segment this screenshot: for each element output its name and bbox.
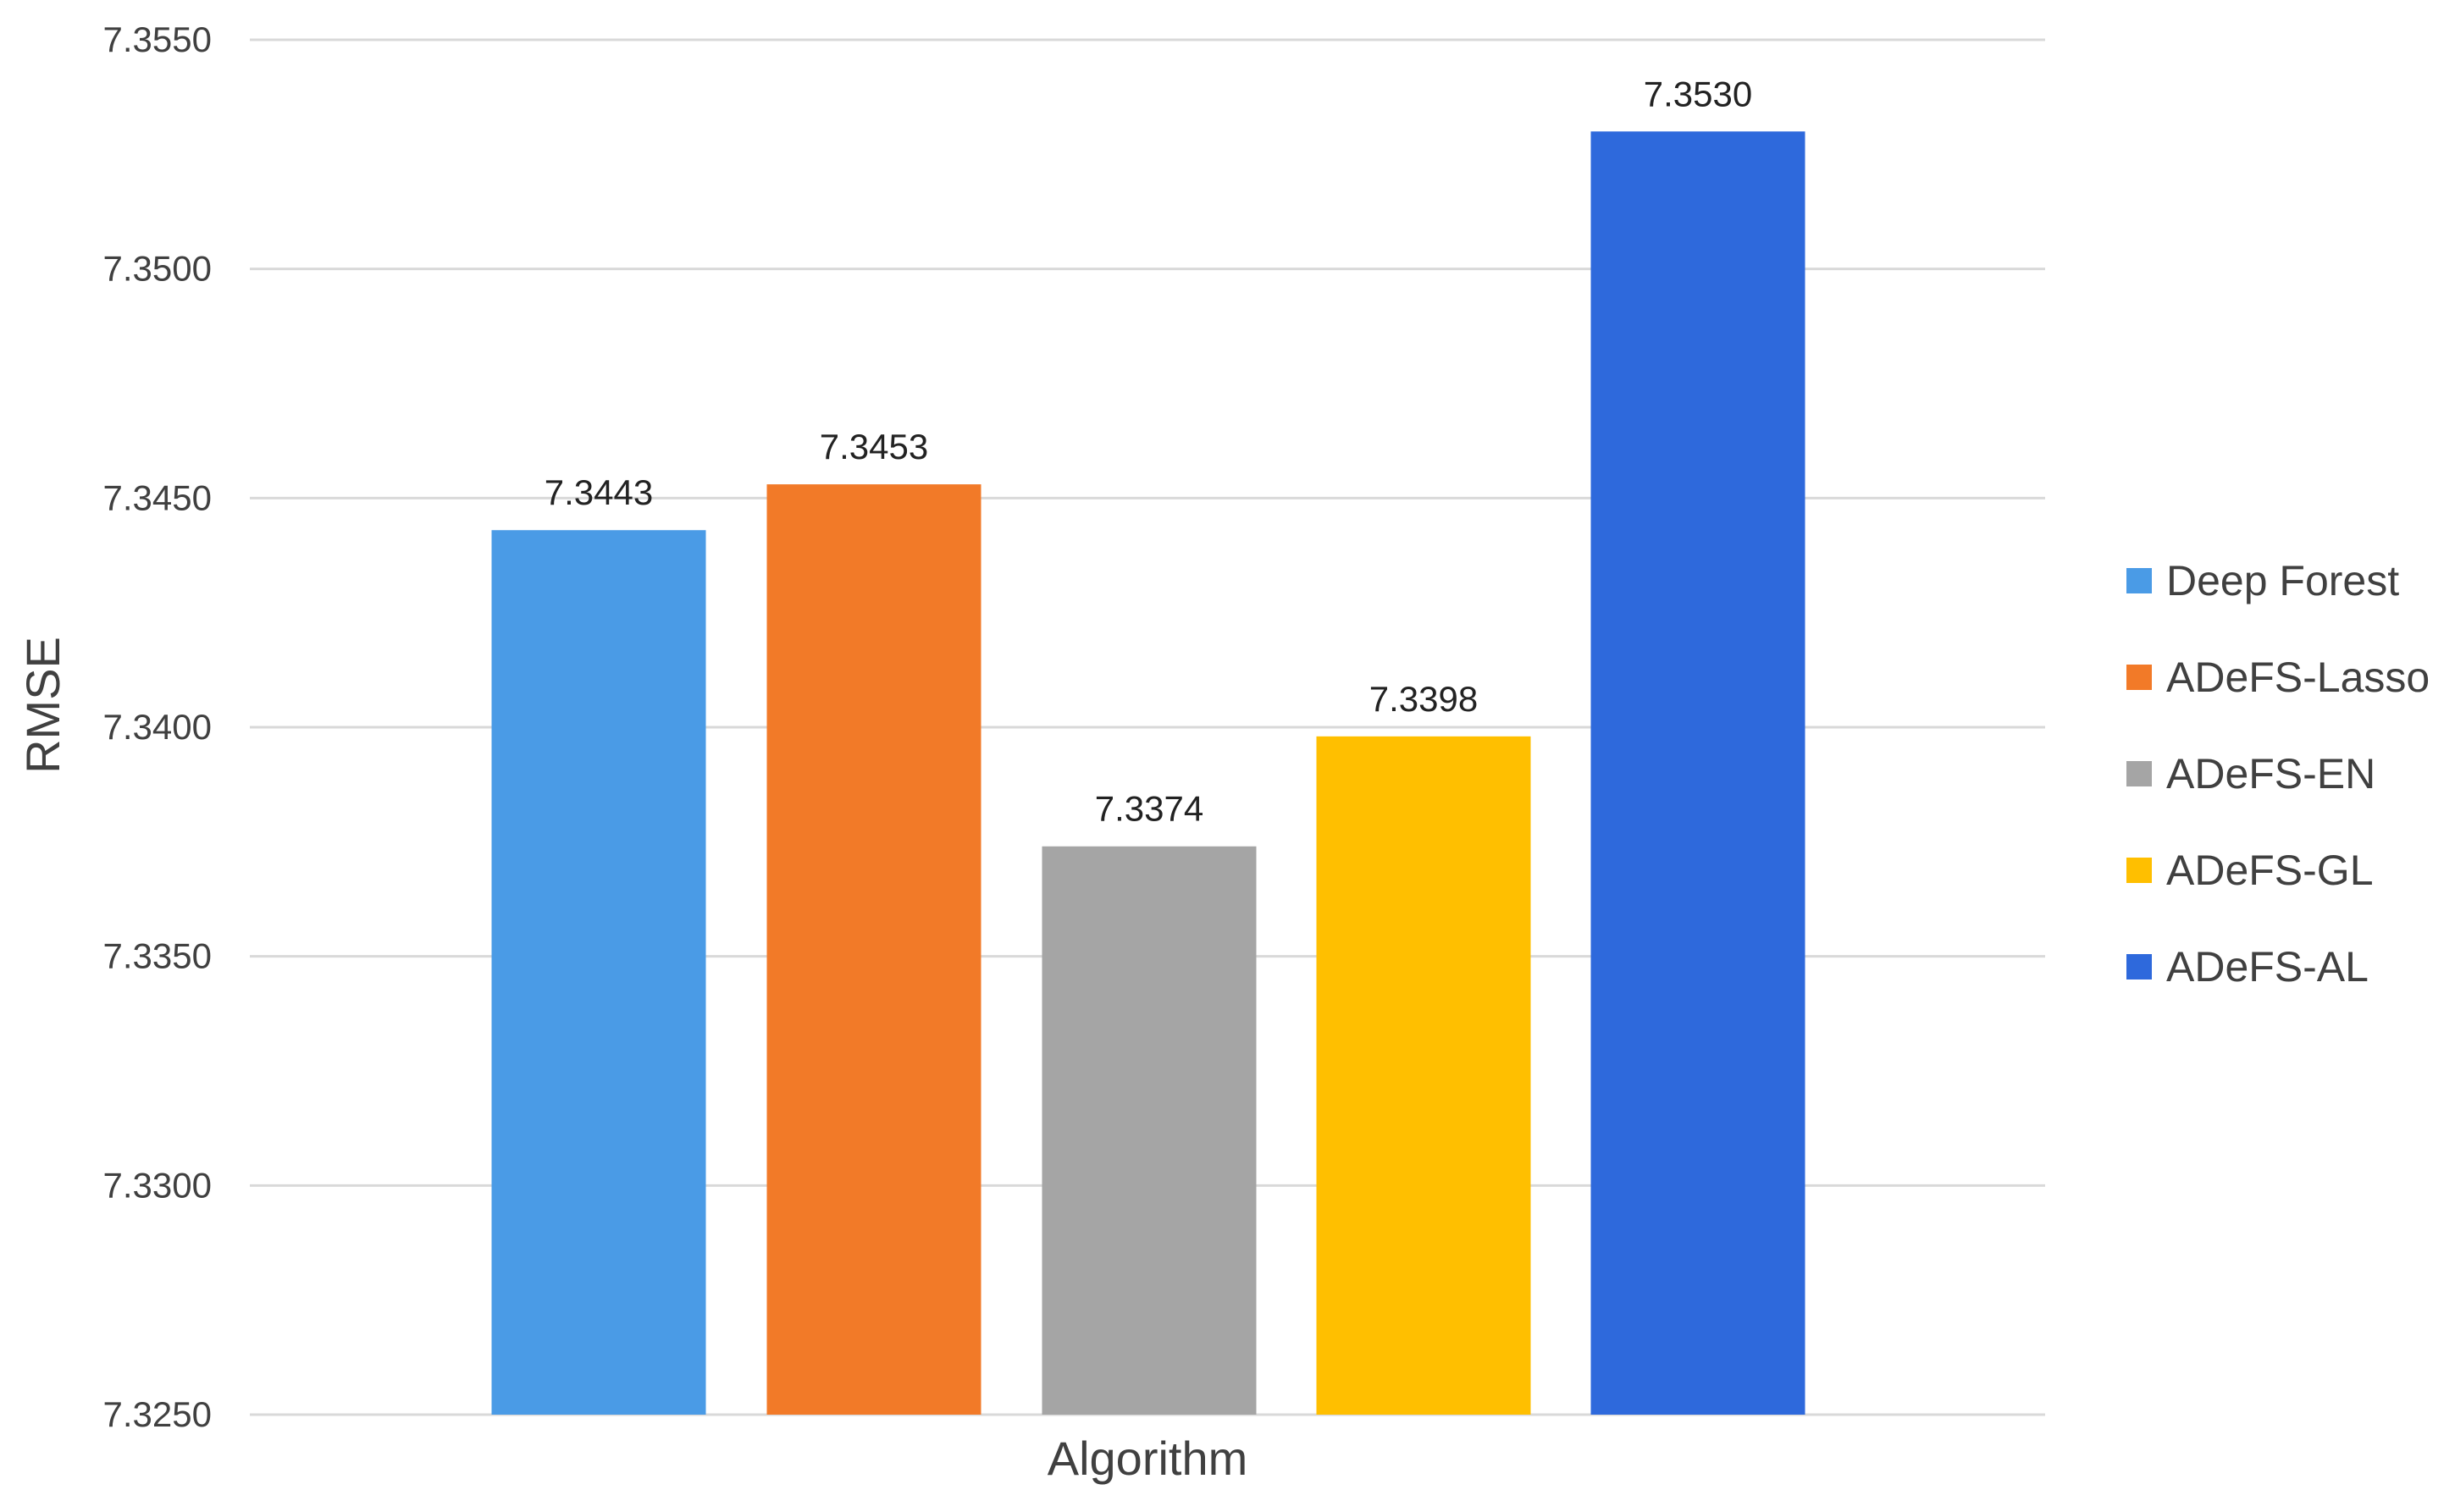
- x-axis-label: Algorithm: [1048, 1432, 1248, 1485]
- bar: [1590, 131, 1805, 1415]
- y-tick-label: 7.3250: [103, 1394, 212, 1434]
- data-label: 7.3374: [1095, 789, 1203, 829]
- y-axis-ticks: 7.3250 7.3300 7.3350 7.3400 7.3450 7.3500 7.35…: [103, 19, 212, 1434]
- legend-swatch: [2126, 761, 2152, 786]
- bar: [491, 530, 706, 1415]
- legend: Deep Forest ADeFS-Lasso ADeFS-EN ADeFS-GL AD…: [2126, 557, 2430, 991]
- legend-swatch: [2126, 858, 2152, 883]
- y-tick-label: 7.3350: [103, 936, 212, 976]
- legend-label: ADeFS-EN: [2166, 750, 2375, 797]
- y-axis-label: RMSE: [16, 637, 69, 774]
- data-label: 7.3443: [545, 472, 653, 512]
- y-tick-label: 7.3500: [103, 249, 212, 289]
- data-label: 7.3530: [1644, 74, 1752, 113]
- y-tick-label: 7.3400: [103, 707, 212, 747]
- legend-label: ADeFS-AL: [2166, 943, 2369, 991]
- bar: [766, 484, 981, 1415]
- legend-swatch: [2126, 954, 2152, 979]
- y-tick-label: 7.3450: [103, 477, 212, 517]
- bar: [1042, 846, 1257, 1415]
- legend-label: ADeFS-Lasso: [2166, 654, 2430, 701]
- legend-swatch: [2126, 665, 2152, 690]
- data-label: 7.3398: [1369, 679, 1478, 719]
- bar: [1316, 736, 1531, 1415]
- bars: [491, 131, 1805, 1415]
- legend-label: Deep Forest: [2166, 557, 2399, 604]
- data-label: 7.3453: [820, 427, 928, 466]
- legend-swatch: [2126, 568, 2152, 593]
- legend-label: ADeFS-GL: [2166, 847, 2374, 894]
- y-tick-label: 7.3550: [103, 19, 212, 59]
- y-tick-label: 7.3300: [103, 1165, 212, 1205]
- data-labels: 7.3443 7.3453 7.3374 7.3398 7.3530: [545, 74, 1752, 828]
